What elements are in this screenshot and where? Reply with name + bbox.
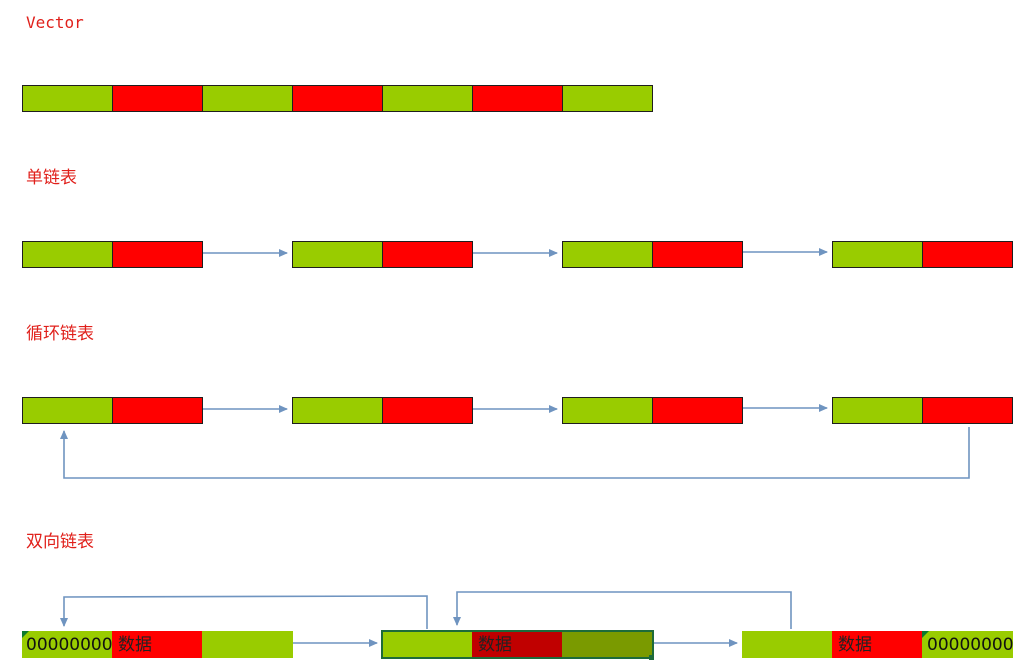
node-data-label: 数据 (118, 635, 152, 655)
node-data-cell (112, 631, 203, 658)
node-data-cell (382, 241, 473, 268)
node-data-label: 数据 (838, 635, 872, 655)
node-pointer-cell (562, 397, 653, 424)
node-data-cell (922, 397, 1013, 424)
node-data-cell (652, 241, 743, 268)
node-pointer-cell (292, 397, 383, 424)
node-data-cell (922, 241, 1013, 268)
node-data-cell (112, 241, 203, 268)
vector-cell (562, 85, 653, 112)
node-data-cell (112, 397, 203, 424)
selection-handle[interactable] (649, 655, 654, 660)
doubly-linked-title: 双向链表 (26, 532, 94, 552)
node-data-cell (652, 397, 743, 424)
node-pointer-cell (22, 241, 113, 268)
vector-cell (382, 85, 473, 112)
node-data-label: 数据 (478, 635, 512, 655)
vector-cell (472, 85, 563, 112)
prev-pointer-cell (742, 631, 833, 658)
node-pointer-cell (562, 241, 653, 268)
loop-back-arrow (60, 427, 970, 479)
node-data-cell (832, 631, 923, 658)
null-pointer-value: 00000000 (26, 635, 113, 655)
circular-linked-title: 循环链表 (26, 324, 94, 344)
cell-corner-marker-icon (922, 631, 929, 638)
vector-cell (112, 85, 203, 112)
node-pointer-cell (832, 397, 923, 424)
next-pointer-cell (202, 631, 293, 658)
prev-arrow (453, 591, 792, 629)
node-data-cell (382, 397, 473, 424)
vector-title: Vector (26, 13, 84, 32)
cell-corner-marker-icon (22, 631, 29, 638)
singly-linked-title: 单链表 (26, 168, 77, 188)
next-pointer-cell (562, 632, 652, 657)
prev-pointer-cell (22, 631, 113, 658)
node-pointer-cell (22, 397, 113, 424)
prev-arrow (60, 595, 428, 629)
node-data-cell (472, 632, 562, 657)
list-node-selected[interactable] (381, 630, 654, 659)
null-pointer-value: 00000000 (927, 635, 1014, 655)
prev-pointer-cell (383, 632, 472, 657)
next-pointer-cell (922, 631, 1013, 658)
